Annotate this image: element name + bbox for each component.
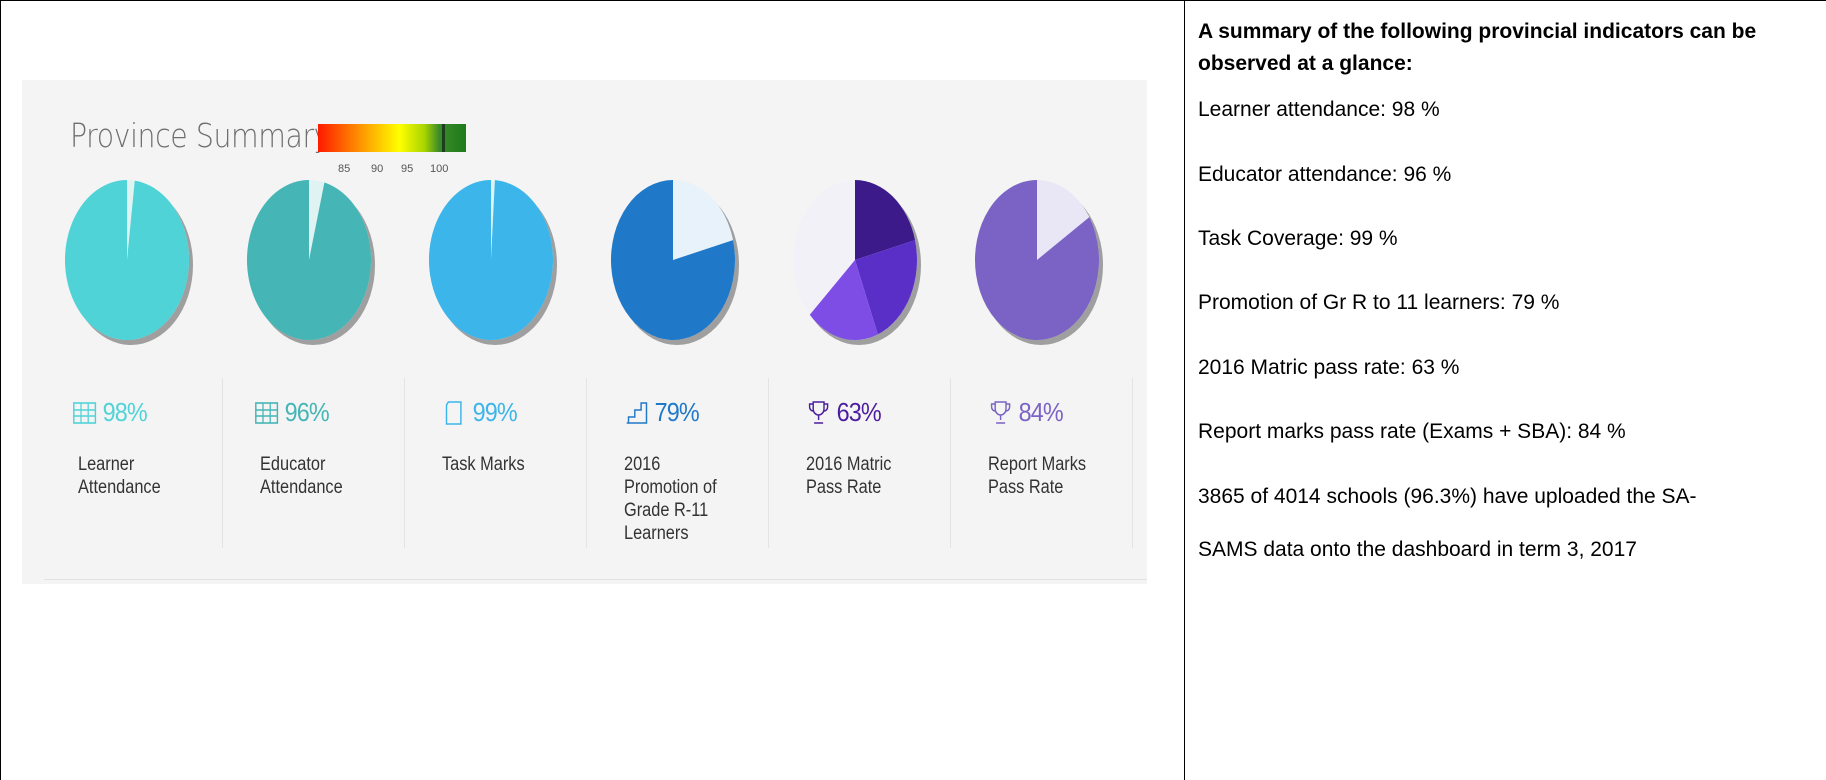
column-divider xyxy=(1184,0,1185,780)
summary-line: Learner attendance: 98 % xyxy=(1198,98,1440,121)
summary-line: Educator attendance: 96 % xyxy=(1198,163,1452,186)
column-separator xyxy=(586,378,587,548)
color-scale-bar xyxy=(318,124,466,152)
document-icon xyxy=(445,400,462,425)
learner-attendance-percent: 98% xyxy=(72,397,148,428)
task-marks-label: Task Marks xyxy=(442,454,525,475)
pie-slice xyxy=(428,180,553,340)
column-separator xyxy=(404,378,405,548)
pie-slice xyxy=(809,260,878,340)
summary-line: Report marks pass rate (Exams + SBA): 84… xyxy=(1198,420,1626,443)
matric-pass-rate-label: 2016 Matric Pass Rate xyxy=(806,454,892,498)
learner-attendance-label: Learner Attendance xyxy=(78,454,161,498)
summary-line: 3865 of 4014 schools (96.3%) have upload… xyxy=(1198,485,1697,508)
educator-attendance-label: Educator Attendance xyxy=(260,454,343,498)
province-summary-dashboard: Province Summary 85 90 95 100 98% Learne… xyxy=(22,80,1147,584)
promotion-label: 2016 Promotion of Grade R-11 Learners xyxy=(624,454,717,544)
pie-slice xyxy=(855,180,916,260)
summary-line: Promotion of Gr R to 11 learners: 79 % xyxy=(1198,291,1560,314)
task-marks-percent: 99% xyxy=(442,397,518,428)
scale-tick-100: 100 xyxy=(430,163,449,175)
educator-attendance-percent: 96% xyxy=(254,397,330,428)
promotion-percent: 79% xyxy=(624,397,700,428)
pie-slice xyxy=(64,180,189,340)
pie-slice xyxy=(855,240,917,335)
indicator-pie-charts xyxy=(64,180,1103,345)
dashboard-title: Province Summary xyxy=(70,116,331,155)
column-separator xyxy=(222,378,223,548)
calendar-grid-icon xyxy=(73,401,97,424)
summary-line: 2016 Matric pass rate: 63 % xyxy=(1198,356,1460,379)
report-marks-label: Report Marks Pass Rate xyxy=(988,454,1087,498)
dashboard-bottom-rule xyxy=(44,579,1147,580)
stairs-icon xyxy=(626,401,648,424)
pie-slice xyxy=(975,180,1100,340)
scale-tick-95: 95 xyxy=(401,163,414,175)
summary-line: SAMS data onto the dashboard in term 3, … xyxy=(1198,538,1637,561)
summary-line: Task Coverage: 99 % xyxy=(1198,227,1398,250)
column-separator xyxy=(1132,378,1133,548)
scale-tick-85: 85 xyxy=(338,163,351,175)
column-separator xyxy=(950,378,951,548)
report-marks-percent: 84% xyxy=(988,397,1064,428)
scale-tick-90: 90 xyxy=(371,163,384,175)
matric-pass-rate-percent: 63% xyxy=(806,397,882,428)
calendar-grid-icon xyxy=(255,401,279,424)
pie-slice xyxy=(610,180,735,340)
column-separator xyxy=(768,378,769,548)
summary-heading: A summary of the following provincial in… xyxy=(1198,20,1757,75)
trophy-icon xyxy=(990,400,1011,424)
pie-slice xyxy=(246,180,371,340)
trophy-icon xyxy=(808,400,829,424)
